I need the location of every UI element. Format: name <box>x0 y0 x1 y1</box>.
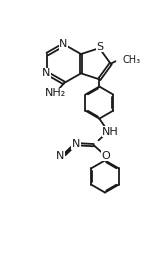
Text: NH₂: NH₂ <box>45 88 66 99</box>
Text: S: S <box>97 41 104 52</box>
Text: N: N <box>59 39 68 50</box>
Text: CH₃: CH₃ <box>123 55 141 65</box>
Text: N: N <box>42 68 51 78</box>
Text: NH: NH <box>102 127 119 137</box>
Text: N: N <box>72 139 80 149</box>
Text: N: N <box>56 151 64 161</box>
Text: O: O <box>101 151 110 161</box>
